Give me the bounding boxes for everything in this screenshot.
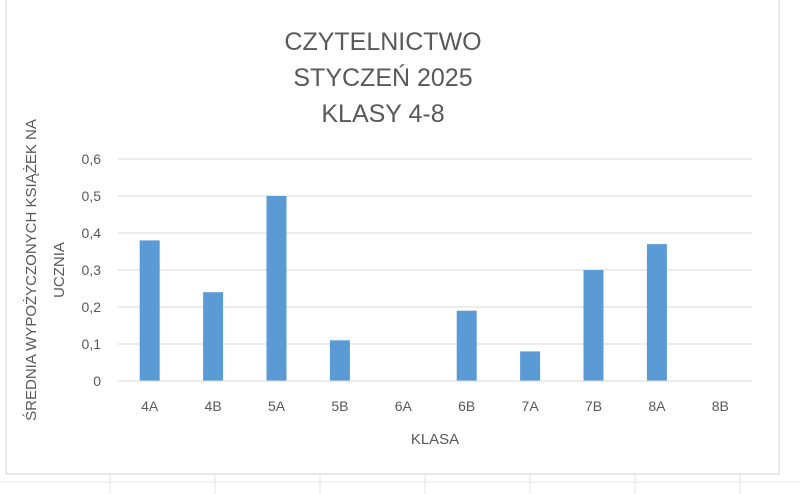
y-tick-label: 0,6 (82, 151, 102, 167)
y-axis-title-line-1: ŚREDNIA WYPOŻYCZONYCH KSIĄŻEK NA (22, 119, 40, 421)
y-tick-label: 0 (93, 373, 101, 389)
bar-4b (203, 292, 224, 381)
x-tick-label: 7A (522, 398, 540, 414)
x-tick-label: 5B (331, 398, 348, 414)
chart-frame[interactable] (5, 0, 780, 475)
bar-4a (139, 240, 160, 381)
x-tick-label: 4A (141, 398, 159, 414)
bar-8a (646, 244, 667, 381)
x-tick-label: 4B (205, 398, 222, 414)
x-tick-label: 6B (458, 398, 475, 414)
y-tick-label: 0,5 (82, 188, 102, 204)
y-axis-title-line-2: UCZNIA (51, 242, 68, 298)
y-gridlines (118, 158, 752, 345)
chart-title-line-2: STYCZEŃ 2025 (293, 63, 472, 92)
y-tick-label: 0,1 (82, 336, 102, 352)
x-tick-label: 7B (585, 398, 602, 414)
y-axis-title: ŚREDNIA WYPOŻYCZONYCH KSIĄŻEK NA UCZNIA (22, 119, 68, 421)
bar-5a (266, 196, 287, 381)
bar-6b (456, 310, 477, 381)
y-tick-label: 0,2 (82, 299, 102, 315)
y-tick-labels: 0 0,1 0,2 0,3 0,4 0,5 0,6 (82, 151, 102, 389)
y-tick-label: 0,3 (82, 262, 102, 278)
x-tick-label: 8A (648, 398, 666, 414)
bar-5b (329, 340, 350, 381)
x-axis-title: KLASA (411, 431, 459, 448)
x-tick-label: 8B (712, 398, 729, 414)
x-tick-label: 5A (268, 398, 286, 414)
chart-title-line-1: CZYTELNICTWO (284, 28, 481, 56)
x-tick-label: 6A (395, 398, 413, 414)
bar-7b (583, 270, 604, 381)
y-tick-label: 0,4 (82, 225, 102, 241)
bar-7a (520, 351, 541, 381)
bar-series (139, 196, 667, 381)
x-tick-labels: 4A 4B 5A 5B 6A 6B 7A 7B 8A 8B (141, 398, 729, 414)
chart-title-line-3: KLASY 4-8 (321, 100, 444, 128)
